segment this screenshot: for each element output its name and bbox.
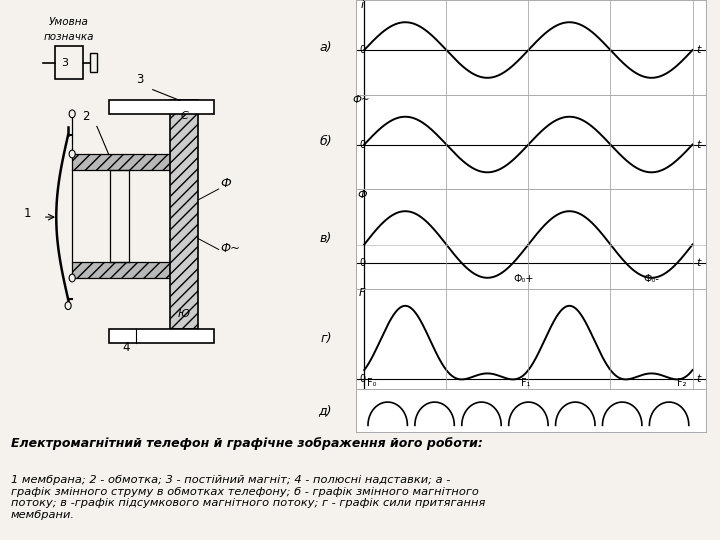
Text: 3: 3 xyxy=(61,58,68,68)
Bar xyxy=(109,329,214,343)
Text: F₀: F₀ xyxy=(367,378,377,388)
Bar xyxy=(109,100,214,114)
Text: Ф~: Ф~ xyxy=(352,95,370,105)
Text: F: F xyxy=(359,288,365,299)
Text: 2: 2 xyxy=(81,110,89,123)
Circle shape xyxy=(69,110,75,118)
Text: д): д) xyxy=(318,404,332,417)
Text: 1: 1 xyxy=(24,207,32,220)
Bar xyxy=(72,154,170,170)
Text: 4: 4 xyxy=(122,341,130,354)
Text: а): а) xyxy=(320,40,332,54)
Text: Електромагнітний телефон й графічне зображення його роботи:: Електромагнітний телефон й графічне зобр… xyxy=(11,437,482,450)
Circle shape xyxy=(65,302,71,309)
Text: t: t xyxy=(696,139,701,150)
Bar xyxy=(90,53,97,72)
Text: i: i xyxy=(361,1,364,10)
Text: t: t xyxy=(696,258,701,268)
Text: F₂: F₂ xyxy=(677,378,686,388)
Text: Ф: Ф xyxy=(357,190,367,200)
Text: Ф₀+: Ф₀+ xyxy=(513,273,534,284)
Text: 0: 0 xyxy=(359,258,365,268)
Text: 3: 3 xyxy=(136,73,143,86)
Text: в): в) xyxy=(320,232,332,246)
Text: Умовна: Умовна xyxy=(49,17,89,27)
Text: позначка: позначка xyxy=(44,32,94,42)
Text: Ф~: Ф~ xyxy=(220,241,240,255)
Text: t: t xyxy=(696,45,701,55)
Text: 0: 0 xyxy=(359,139,365,150)
Text: t: t xyxy=(696,374,701,384)
Bar xyxy=(170,100,199,329)
Text: Ю: Ю xyxy=(178,309,190,319)
Circle shape xyxy=(69,150,75,158)
Text: 1 мембрана; 2 - обмотка; 3 - постійний магніт; 4 - полюсні надставки; а -
графік: 1 мембрана; 2 - обмотка; 3 - постійний м… xyxy=(11,475,485,520)
Text: Ф₀-: Ф₀- xyxy=(644,273,660,284)
Text: Ф: Ф xyxy=(220,177,231,190)
Text: б): б) xyxy=(320,135,332,148)
Text: F₁: F₁ xyxy=(521,378,530,388)
Text: C: C xyxy=(180,111,188,120)
Bar xyxy=(72,262,170,278)
Text: г): г) xyxy=(320,332,332,346)
Circle shape xyxy=(69,274,75,282)
Text: 0: 0 xyxy=(359,45,365,55)
Text: 0: 0 xyxy=(359,374,365,384)
Bar xyxy=(55,46,84,79)
